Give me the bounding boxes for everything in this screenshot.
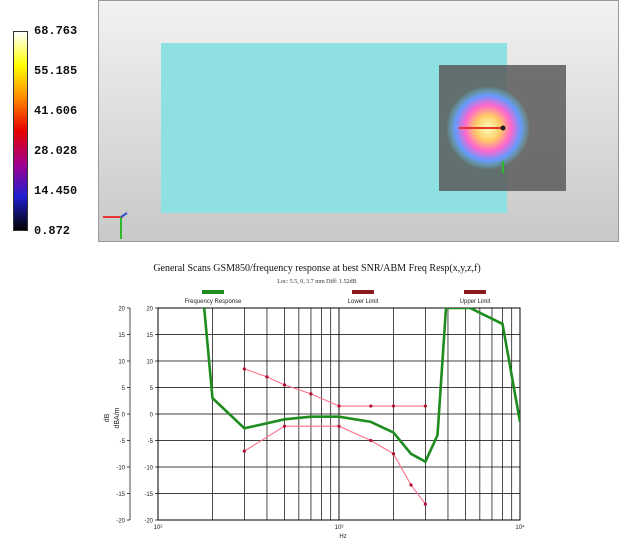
chart-canvas: General Scans GSM850/frequency response … [104,263,525,540]
axis-triad-z [120,212,128,218]
y-tick-label-secondary: 0 [150,413,154,419]
chart-grid [157,307,521,521]
y-tick-label: -10 [116,466,125,472]
lower-limit-point [282,424,287,428]
chart-ticks: -20 -20 -15 -15 -10 -10 -5 -5 0 0 5 5 10 10 15 15 20 20 10… [116,307,525,532]
frequency-response-line [202,308,520,464]
y-tick-label-secondary: -5 [148,439,154,445]
color-scale: 68.763 55.185 41.606 28.028 14.450 0.872 [10,22,100,242]
y-tick-label: 0 [122,413,126,419]
color-scale-tick: 41.606 [34,104,78,118]
y-tick-label-secondary: -10 [144,466,153,472]
lower-limit-point [409,483,413,487]
y-tick-label: -15 [116,492,125,498]
lower-limit-point [242,449,246,453]
color-scale-tick: 14.450 [34,184,78,198]
upper-limit-point [369,404,373,408]
lower-limit-point [391,452,396,456]
y-tick-label: 20 [118,307,125,313]
hotspot-peak-marker [500,125,506,131]
color-scale-tick: 55.185 [34,64,78,78]
chart-title: General Scans GSM850/frequency response … [153,263,480,274]
y-tick-label-secondary: 15 [146,333,153,339]
color-scale-strip [13,31,28,231]
upper-limit-point [337,404,341,408]
chart-legend: Frequency Response Lower Limit Upper Limit [184,290,491,305]
upper-limit-point [265,375,269,379]
chart-subtitle: Loc: 5.5, 0, 3.7 mm Diff: 1.52dB [277,278,356,285]
lower-limit-point [369,438,373,443]
y-tick-label: -20 [116,519,125,525]
frequency-response-chart: General Scans GSM850/frequency response … [95,258,540,540]
legend-swatch [202,290,224,294]
legend-label: Upper Limit [460,299,491,305]
y-tick-label: -5 [120,439,126,445]
scan-3d-view[interactable] [98,0,619,242]
legend-label: Frequency Response [184,299,242,305]
y-tick-label-secondary: -15 [144,492,153,498]
x-axis-label: Hz [339,534,346,540]
y-tick-label: 5 [122,386,126,392]
x-tick-label: 10³ [335,525,344,531]
color-scale-tick: 28.028 [34,144,78,158]
upper-limit-point [282,383,287,387]
upper-limit-point [309,392,313,396]
legend-swatch [352,290,374,294]
y-axis-label: dB [104,413,111,422]
upper-limit-line [244,368,426,407]
upper-limit-point [423,404,427,408]
lower-limit-point [423,502,427,506]
y-tick-label-secondary: 5 [150,386,154,392]
y-tick-label-secondary: -20 [144,519,153,525]
chart-series [202,308,520,506]
x-tick-label: 10⁴ [515,524,525,531]
y-tick-label-secondary: 20 [146,307,153,313]
legend-label: Lower Limit [348,299,379,305]
lower-limit-point [337,424,341,428]
y-tick-label: 10 [118,360,125,366]
upper-limit-point [242,367,246,371]
color-scale-tick: 68.763 [34,24,78,38]
x-tick-label: 10² [154,525,163,531]
y-tick-label-secondary: 10 [146,360,153,366]
y-tick-label: 15 [118,333,125,339]
legend-swatch [464,290,486,294]
y-axis-secondary-label: dBA/m [114,407,121,428]
upper-limit-point [391,404,396,408]
color-scale-tick: 0.872 [34,224,71,238]
scan-3d-canvas [99,1,618,241]
